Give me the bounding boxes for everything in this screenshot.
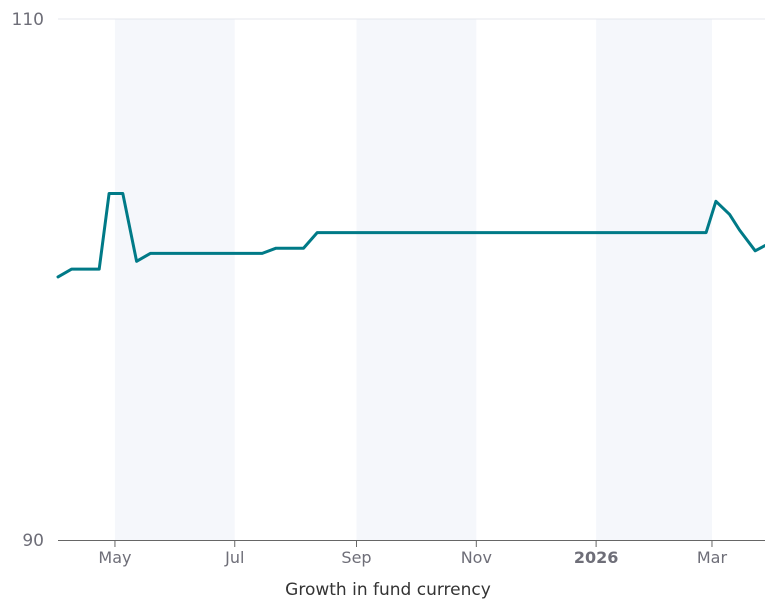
background-band-0 xyxy=(114,19,235,540)
series-layer xyxy=(56,192,765,279)
x-tick-label-3: Nov xyxy=(461,548,492,567)
x-tick-label-0: May xyxy=(98,548,131,567)
background-band-1 xyxy=(356,19,477,540)
tick-labels: 110 90 May Jul Sep Nov 2026 Mar xyxy=(12,10,728,567)
series-line-0 xyxy=(56,192,765,279)
x-tick-label-5: Mar xyxy=(697,548,728,567)
background-bands xyxy=(114,19,712,540)
x-tick-label-2: Sep xyxy=(341,548,371,567)
axes xyxy=(58,540,765,547)
y-tick-label-1: 90 xyxy=(22,531,44,551)
x-tick-label-4: 2026 xyxy=(574,548,619,567)
y-tick-label-0: 110 xyxy=(12,10,44,30)
background-band-2 xyxy=(596,19,712,540)
x-tick-label-1: Jul xyxy=(224,548,244,567)
x-axis-title: Growth in fund currency xyxy=(285,580,491,600)
